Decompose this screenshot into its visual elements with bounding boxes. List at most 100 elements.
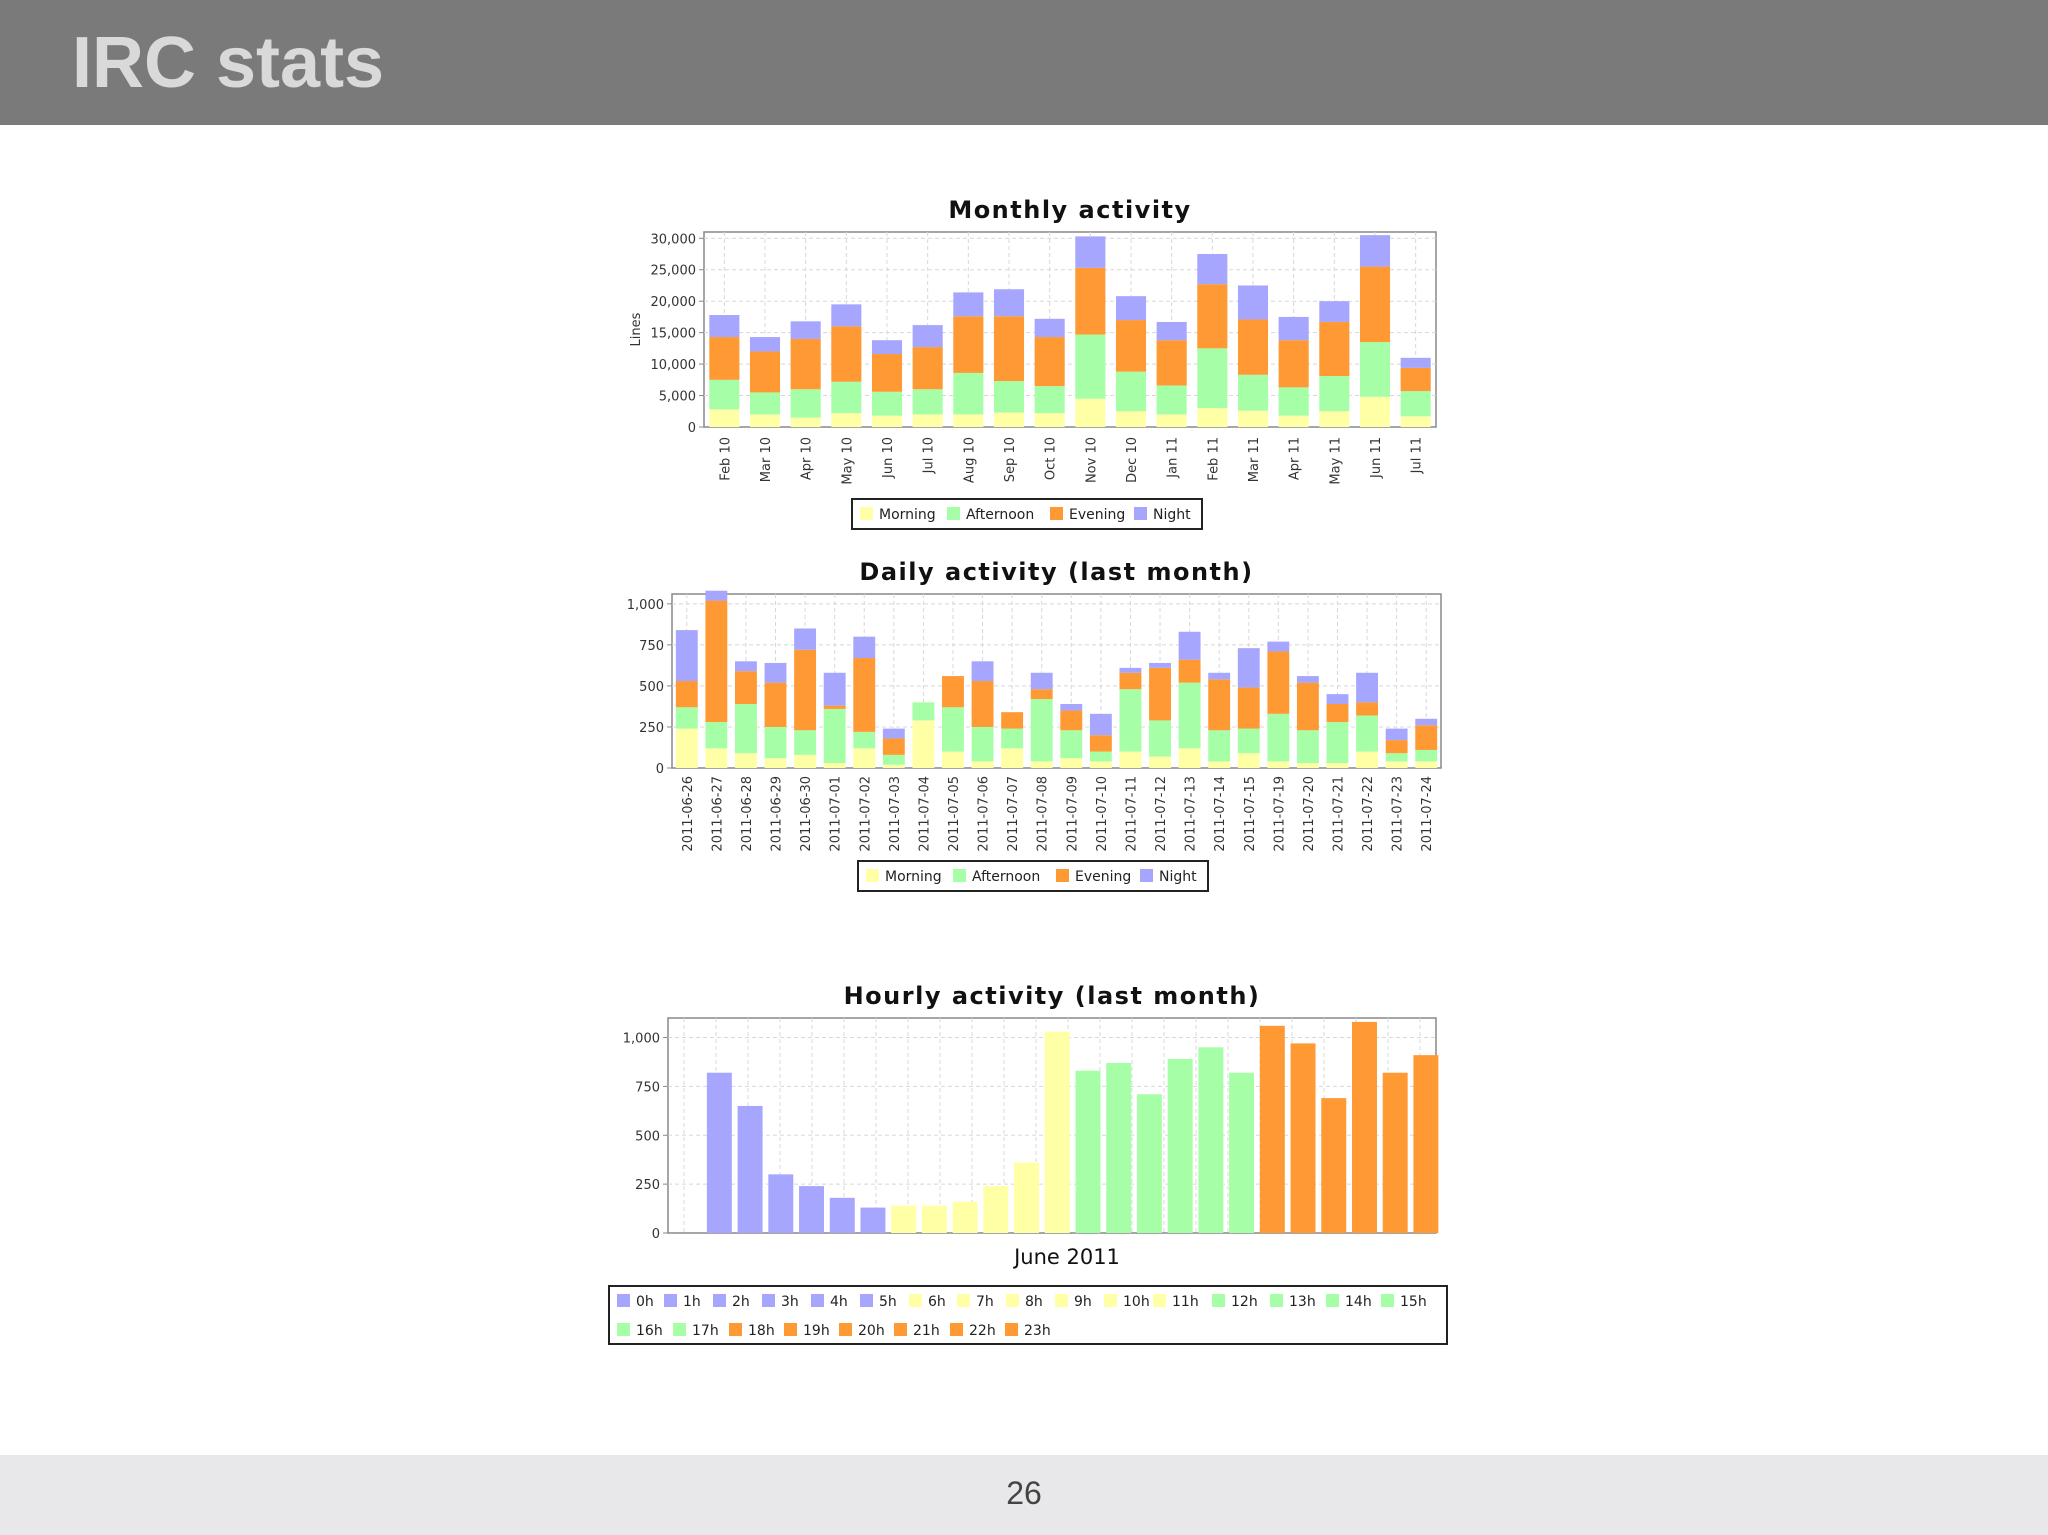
legend-label: 6h <box>928 1294 946 1310</box>
bar-20h <box>1321 1098 1347 1233</box>
x-tick-label: 2011-07-24 <box>1420 776 1435 852</box>
bar-morning <box>1326 763 1349 768</box>
bar-morning <box>1060 758 1083 768</box>
x-tick-label: 2011-07-06 <box>977 776 992 852</box>
y-tick-label: 500 <box>635 1129 660 1144</box>
page-number: 26 <box>1006 1475 1042 1511</box>
x-tick-label: Nov 10 <box>1084 437 1099 483</box>
bar-night <box>1060 703 1083 711</box>
bar-morning <box>749 414 781 427</box>
bar-22h <box>1382 1072 1408 1233</box>
bar-night <box>1237 285 1269 320</box>
bar-afternoon <box>790 389 821 418</box>
x-tick-label: Sep 10 <box>1003 437 1018 482</box>
y-tick-label: 750 <box>635 1080 660 1095</box>
bar-night <box>1319 301 1350 322</box>
bar-afternoon <box>912 702 935 721</box>
bar-night <box>1400 357 1431 368</box>
x-tick-label: Jul 11 <box>1410 437 1425 474</box>
bar-17h <box>1229 1072 1255 1233</box>
legend-box <box>851 498 1203 530</box>
x-tick-label: May 10 <box>840 437 855 485</box>
bar-afternoon <box>1149 720 1171 757</box>
bar-evening <box>705 600 728 723</box>
legend-swatch <box>950 1323 963 1336</box>
bar-evening <box>871 354 903 392</box>
x-tick-label: 2011-07-07 <box>1006 776 1021 852</box>
legend-swatch <box>1056 869 1069 882</box>
legend-label: Evening <box>1075 869 1131 885</box>
y-tick-label: 25,000 <box>651 264 697 279</box>
bar-night <box>1030 672 1053 690</box>
bar-morning <box>1178 748 1201 768</box>
x-tick-label: Mar 11 <box>1247 437 1262 482</box>
bar-afternoon <box>1319 376 1350 412</box>
bar-evening <box>1415 725 1438 750</box>
legend-label: 5h <box>879 1294 897 1310</box>
bar-afternoon <box>993 381 1025 413</box>
y-tick-label: 250 <box>635 1178 660 1193</box>
bar-morning <box>912 720 935 768</box>
bar-afternoon <box>675 707 698 729</box>
y-tick-label: 0 <box>688 421 696 436</box>
bar-afternoon <box>1115 371 1147 412</box>
bar-evening <box>971 681 994 727</box>
bar-evening <box>764 682 787 727</box>
x-tick-label: 2011-07-05 <box>947 776 962 852</box>
bar-night <box>882 728 905 739</box>
bar-night <box>734 661 757 672</box>
bar-night <box>823 672 846 706</box>
bar-afternoon <box>794 730 817 755</box>
bar-morning <box>1385 761 1408 768</box>
x-tick-label: Jun 10 <box>881 437 896 479</box>
legend-box <box>608 1285 1448 1345</box>
bar-morning <box>1149 756 1171 768</box>
bar-0h <box>706 1072 732 1233</box>
chart-title: Monthly activity <box>948 196 1191 224</box>
bar-afternoon <box>882 754 905 765</box>
x-tick-label: Feb 10 <box>718 437 733 481</box>
legend-label: 11h <box>1172 1294 1199 1310</box>
bar-afternoon <box>1237 374 1269 411</box>
y-tick-label: 1,000 <box>623 1032 660 1047</box>
x-tick-label: 2011-07-13 <box>1184 776 1199 852</box>
legend-swatch <box>1134 507 1147 520</box>
x-tick-label: Dec 10 <box>1125 437 1140 483</box>
bar-morning <box>705 748 728 768</box>
legend-swatch <box>866 869 879 882</box>
bar-evening <box>794 649 817 731</box>
charts-canvas: 0 5,000 10,000 15,000 20,000 25,000 30,000 Mont… <box>608 196 1448 1345</box>
x-tick-label: 2011-07-14 <box>1213 776 1228 852</box>
bar-night <box>764 662 787 683</box>
bar-afternoon <box>1178 682 1201 749</box>
bar-evening <box>853 658 876 732</box>
bar-1h <box>737 1105 763 1233</box>
bar-night <box>794 628 817 650</box>
x-tick-label: 2011-07-19 <box>1272 776 1287 852</box>
bar-afternoon <box>1197 348 1228 409</box>
bar-morning <box>1075 398 1106 427</box>
bar-night <box>831 304 862 327</box>
bar-afternoon <box>953 372 984 415</box>
bar-13h <box>1106 1062 1132 1233</box>
bar-afternoon <box>1278 387 1309 416</box>
legend-swatch <box>713 1294 726 1307</box>
bar-night <box>953 292 984 317</box>
bar-afternoon <box>709 379 740 410</box>
bar-morning <box>853 748 876 768</box>
bar-night <box>912 325 943 348</box>
legend-label: Morning <box>879 507 936 523</box>
legend-swatch <box>1055 1294 1068 1307</box>
bar-afternoon <box>1415 749 1438 762</box>
legend-label: Night <box>1153 507 1191 523</box>
bar-evening <box>1197 284 1228 349</box>
legend-swatch <box>617 1294 630 1307</box>
bar-10h <box>1014 1162 1040 1233</box>
bar-morning <box>871 415 903 427</box>
bar-afternoon <box>1060 730 1083 759</box>
hourly-activity-chart: 0 250 500 750 1,000 Hourly activity (last mon… <box>608 982 1448 1345</box>
bar-evening <box>1326 703 1349 723</box>
legend-swatch <box>953 869 966 882</box>
bar-evening <box>1359 266 1391 343</box>
bar-afternoon <box>1385 753 1408 762</box>
